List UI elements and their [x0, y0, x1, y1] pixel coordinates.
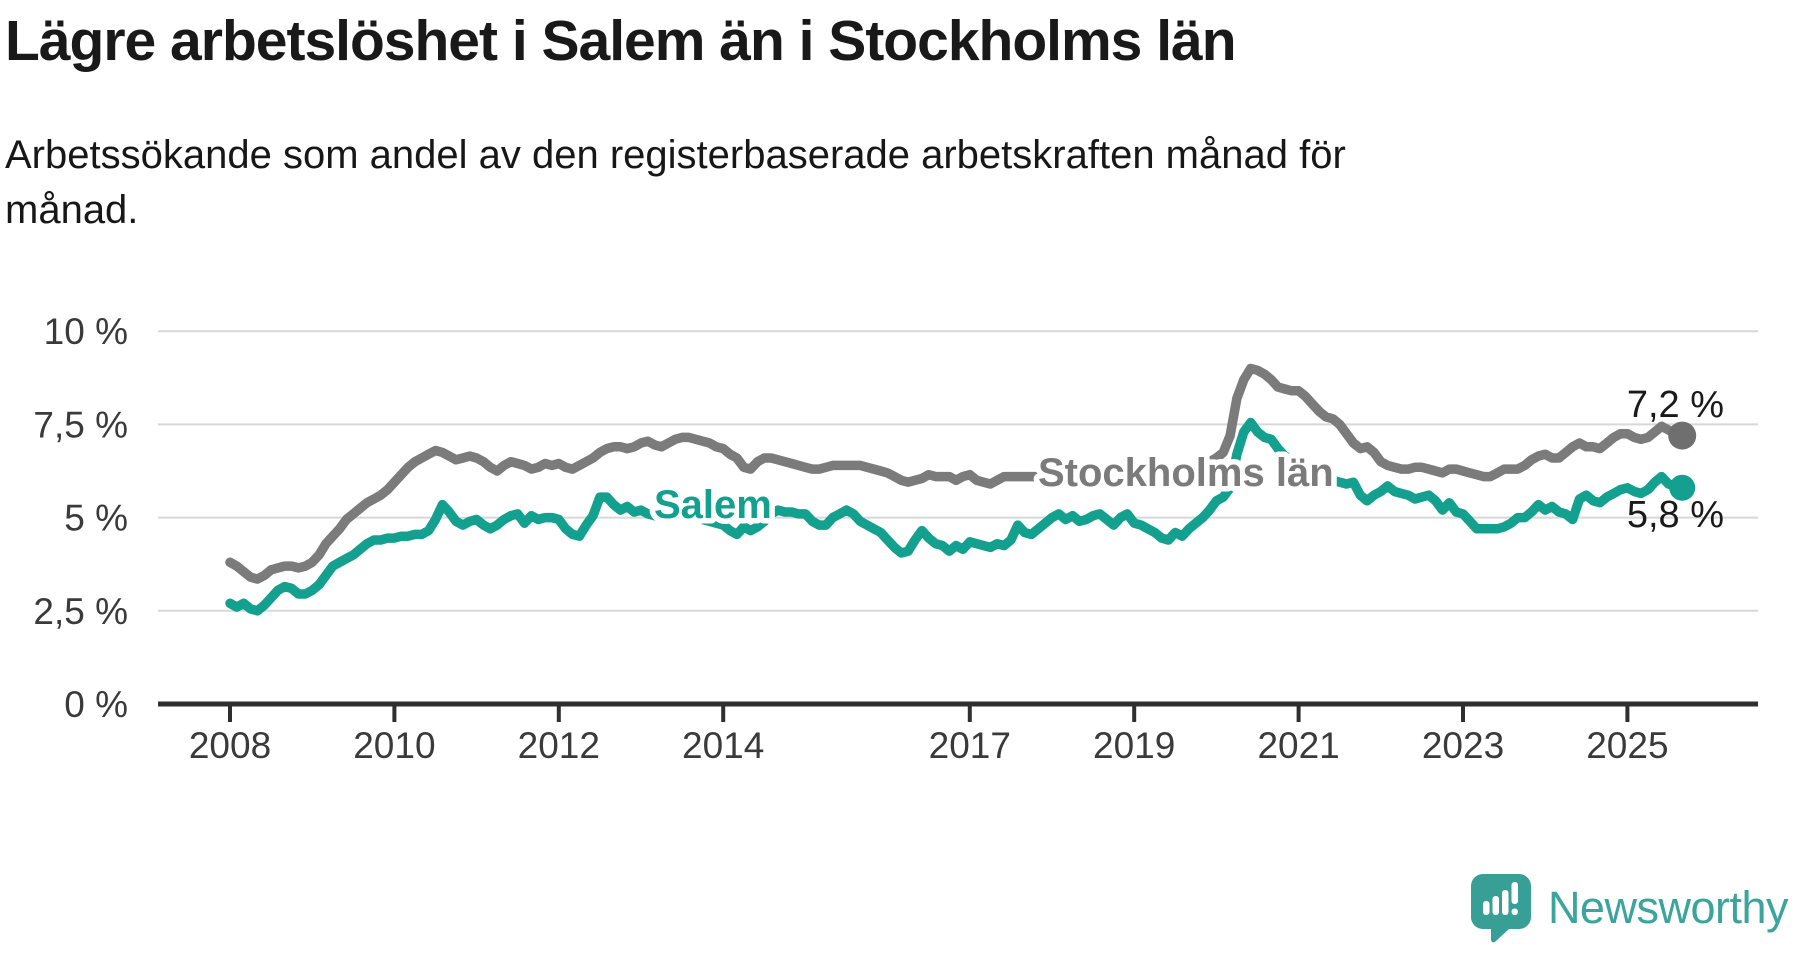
x-axis-label: 2010	[353, 725, 435, 766]
series-end-dot-salem	[1669, 474, 1696, 501]
x-axis-label: 2025	[1586, 725, 1668, 766]
newsworthy-speech-bubble-bar-chart-icon	[1470, 874, 1531, 943]
x-axis-label: 2019	[1093, 725, 1175, 766]
x-axis-label: 2008	[189, 725, 271, 766]
y-axis-label: 5 %	[64, 498, 128, 539]
x-axis-label: 2023	[1422, 725, 1504, 766]
x-axis-label: 2021	[1257, 725, 1339, 766]
series-end-dot-stockholms-lan	[1668, 421, 1697, 450]
x-axis-label: 2012	[518, 725, 600, 766]
y-axis-label: 7,5 %	[33, 404, 128, 445]
page-title: Lägre arbetslöshet i Salem än i Stockhol…	[5, 9, 1237, 73]
series-label-stockholms-lan: Stockholms län	[1038, 451, 1334, 495]
y-axis-label: 2,5 %	[33, 591, 128, 632]
x-axis-label: 2014	[682, 725, 764, 766]
series-label-salem: Salem	[654, 483, 772, 527]
newsworthy-logo-text: Newsworthy	[1547, 882, 1789, 933]
page-subtitle: Arbetssökande som andel av den registerb…	[5, 133, 1346, 232]
newsworthy-branding: Newsworthy	[1468, 872, 1789, 944]
series-end-value-salem: 5,8 %	[1627, 494, 1724, 536]
y-axis-label: 10 %	[44, 311, 128, 352]
series-line-salem	[225, 417, 1687, 616]
series-line-stockholms-lan	[225, 363, 1687, 584]
series-end-value-stockholms-lan: 7,2 %	[1627, 384, 1724, 426]
y-axis-label: 0 %	[64, 684, 128, 725]
x-axis-label: 2017	[929, 725, 1011, 766]
